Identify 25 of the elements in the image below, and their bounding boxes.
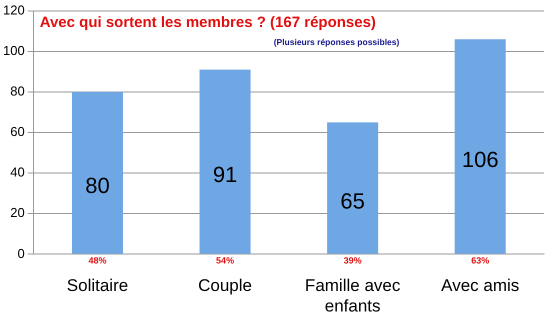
chart-title: Avec qui sortent les membres ? (167 réponses) — [40, 14, 376, 31]
y-tick-label: 40 — [10, 164, 25, 180]
y-tick-label: 80 — [10, 84, 25, 99]
x-tick-label: Couple — [198, 276, 252, 296]
data-label: 106 — [462, 146, 499, 172]
annotation: 39% — [344, 256, 362, 266]
annotation: 48% — [88, 256, 106, 266]
annotation: 54% — [216, 256, 234, 266]
bar — [200, 70, 251, 254]
bar — [72, 92, 123, 254]
y-tick-label: 120 — [2, 2, 25, 18]
data-label: 91 — [212, 162, 238, 187]
bar — [454, 39, 506, 254]
y-tick-label: 100 — [2, 42, 25, 58]
x-tick-label: Avec amis — [441, 276, 520, 296]
bar — [327, 122, 378, 254]
y-tick-label: 20 — [10, 205, 25, 220]
text: (Plusieurs réponses possibles) — [274, 37, 400, 48]
x-tick-label: Solitaire — [66, 276, 128, 296]
data-label: 80 — [85, 173, 110, 198]
x-tick-label: Famille avec enfants — [304, 276, 401, 316]
data-label: 65 — [340, 188, 365, 214]
annotation: 63% — [471, 256, 490, 266]
y-tick-label: 0 — [17, 246, 25, 261]
y-tick-label: 60 — [10, 124, 25, 140]
